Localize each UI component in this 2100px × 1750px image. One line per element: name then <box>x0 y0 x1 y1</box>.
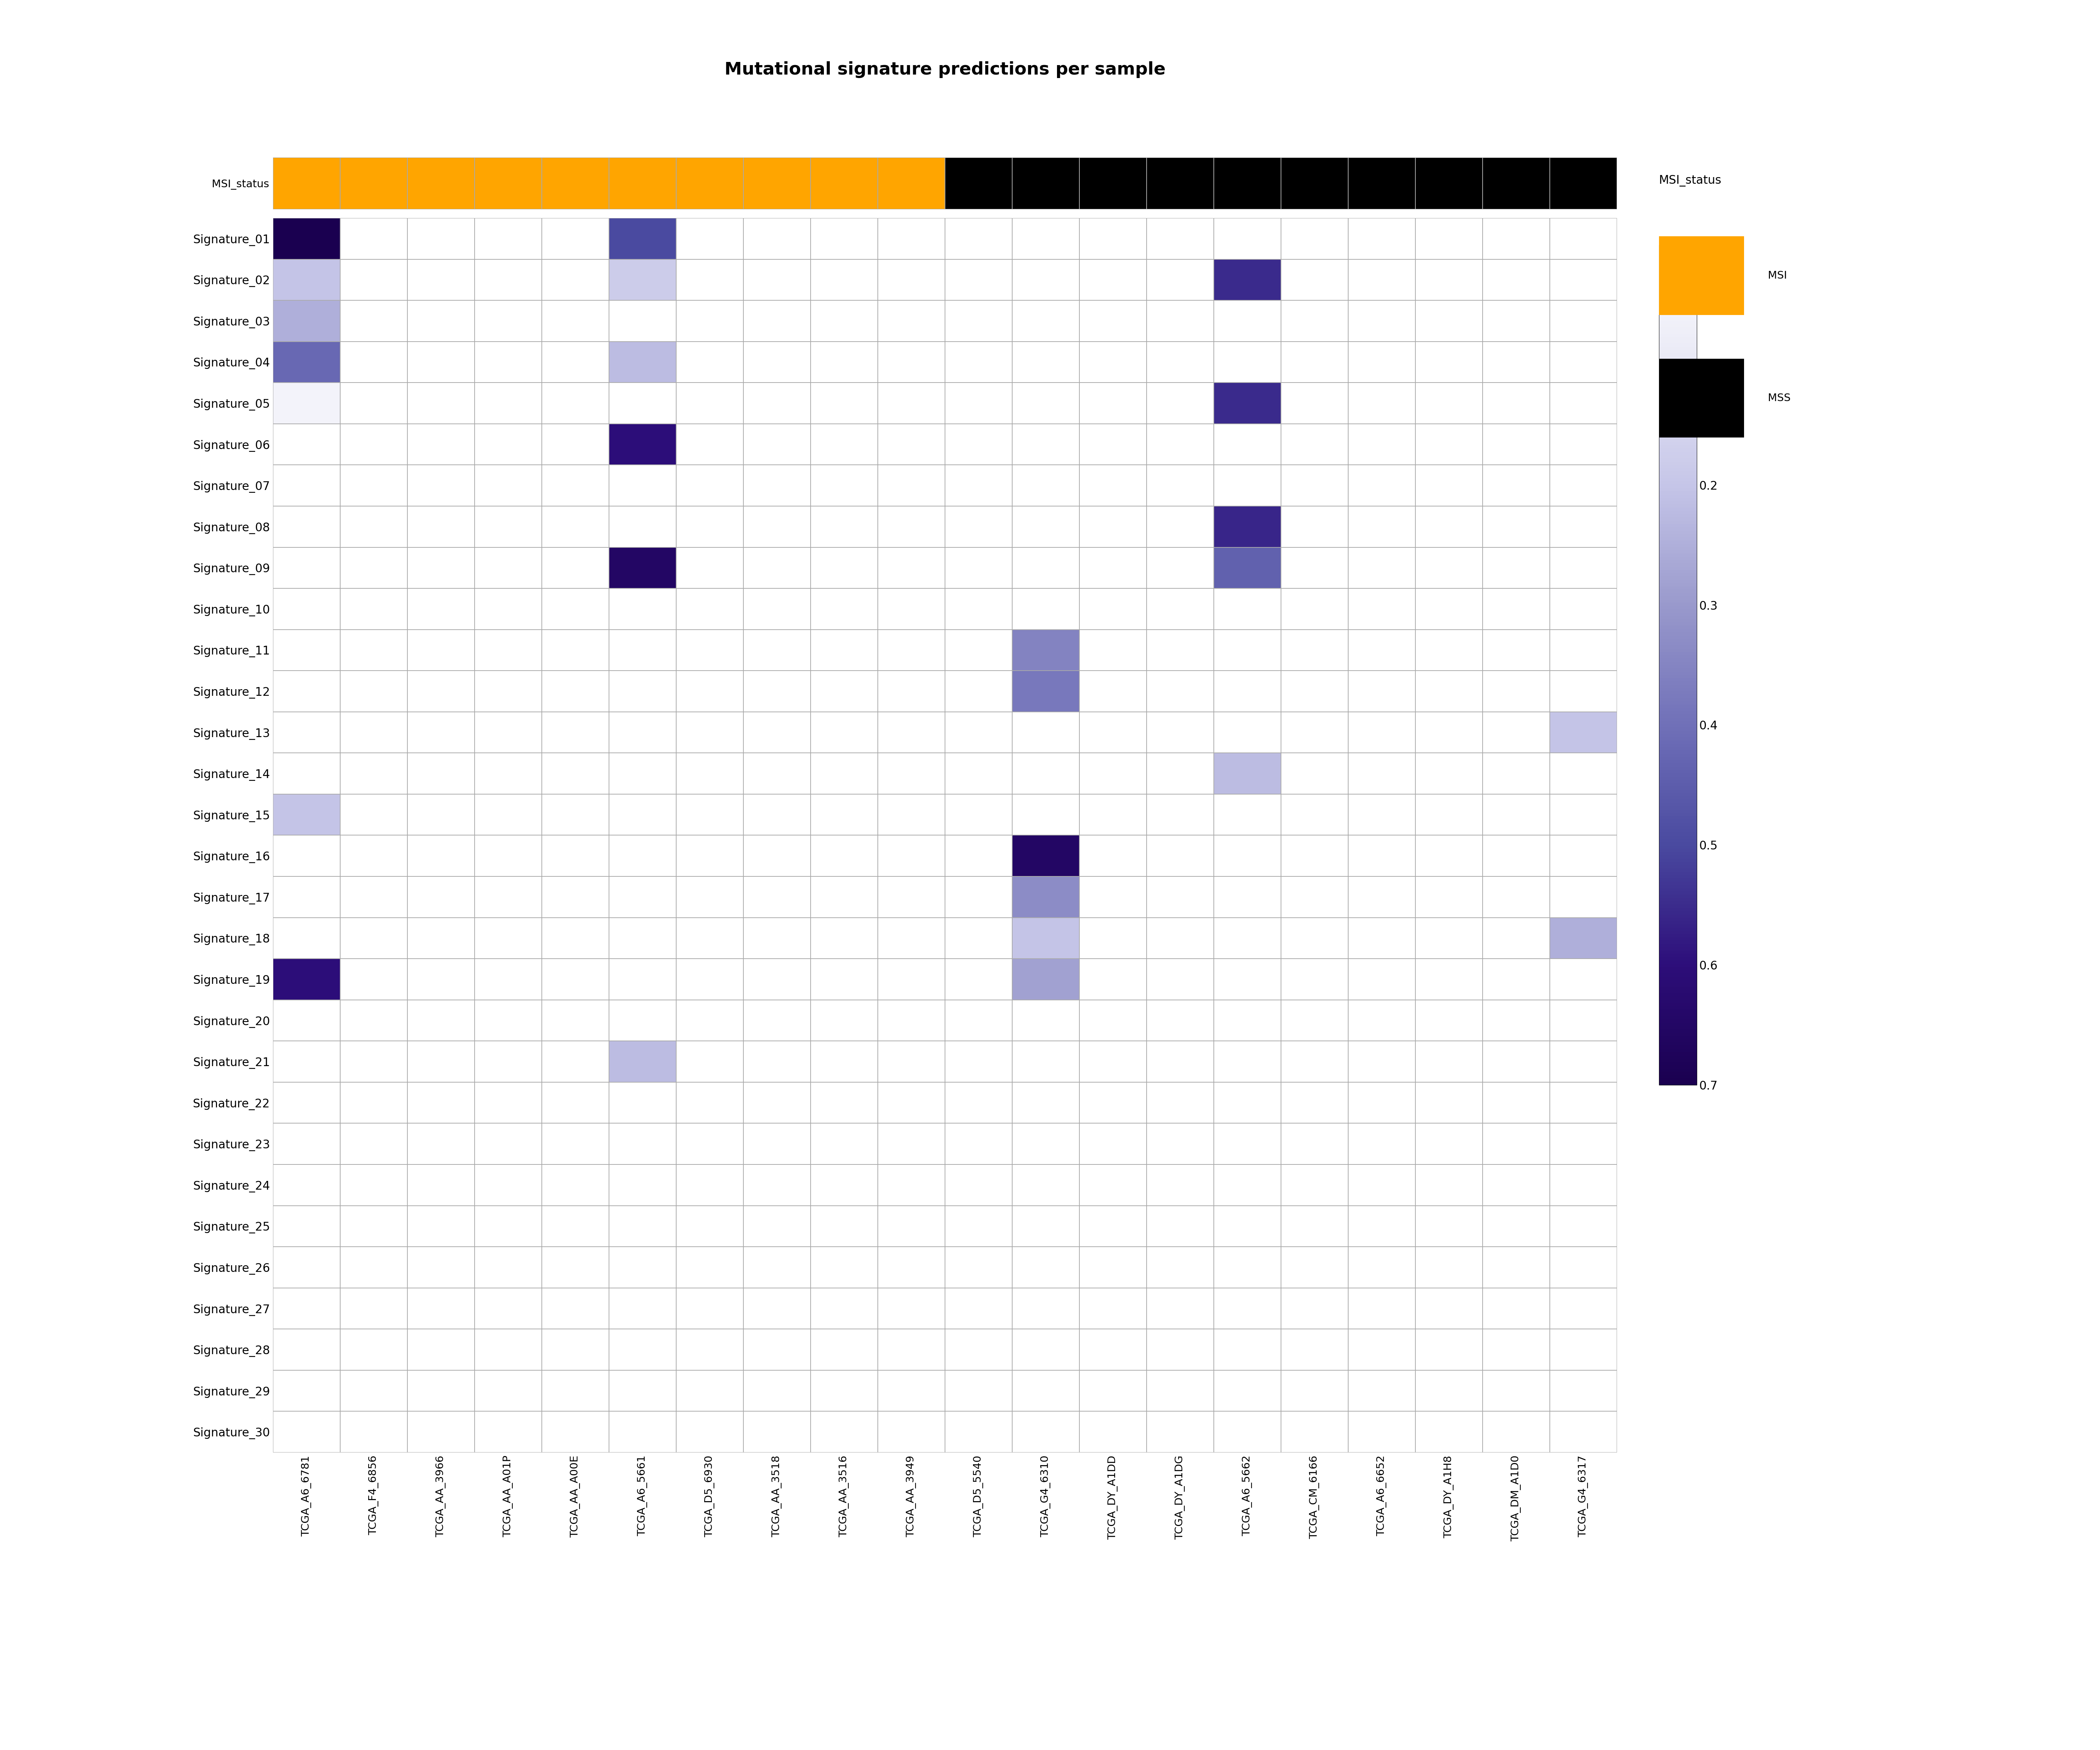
Bar <box>878 158 945 210</box>
Text: Mutational signature predictions per sample: Mutational signature predictions per sam… <box>724 61 1166 79</box>
Bar <box>1550 158 1617 210</box>
Bar <box>1147 158 1214 210</box>
Bar <box>407 158 475 210</box>
Bar <box>475 158 542 210</box>
Bar <box>340 158 407 210</box>
Bar <box>811 158 878 210</box>
Bar <box>1214 158 1281 210</box>
Bar <box>1348 158 1415 210</box>
Bar <box>273 158 340 210</box>
Bar <box>1079 158 1147 210</box>
Bar <box>542 158 609 210</box>
Bar <box>1415 158 1483 210</box>
Bar <box>1012 158 1079 210</box>
Text: MSI: MSI <box>1768 271 1787 280</box>
Text: MSS: MSS <box>1768 394 1791 402</box>
Bar <box>676 158 743 210</box>
Bar <box>945 158 1012 210</box>
Bar <box>1281 158 1348 210</box>
Bar <box>1483 158 1550 210</box>
Text: MSI_status: MSI_status <box>1659 175 1722 187</box>
Bar <box>1659 236 1743 315</box>
Bar <box>609 158 676 210</box>
Bar <box>1659 359 1743 438</box>
Bar <box>743 158 811 210</box>
